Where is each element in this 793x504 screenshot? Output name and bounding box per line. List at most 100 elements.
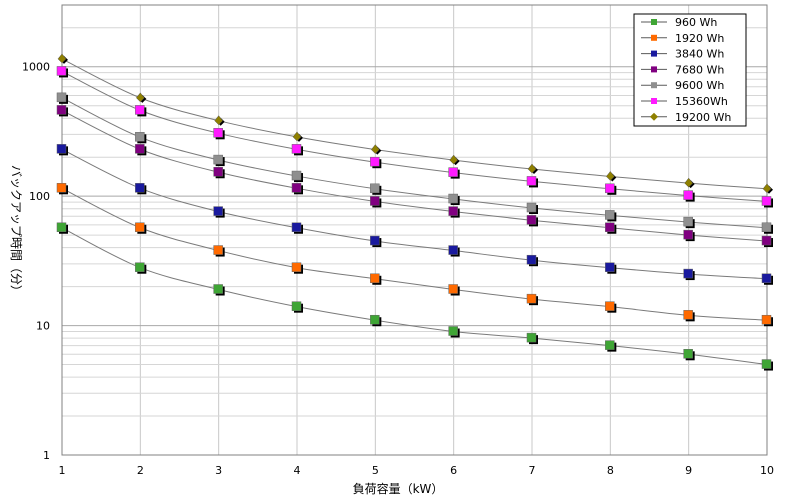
- data-point-series-1: [370, 273, 380, 284]
- data-point-series-4: [135, 132, 145, 142]
- data-point-series-6: [370, 144, 380, 154]
- data-point-series-1: [526, 293, 537, 304]
- y-tick-label: 100: [29, 190, 50, 203]
- x-axis-label: 負荷容量（kW）: [353, 481, 444, 496]
- data-point-series-0: [56, 222, 67, 233]
- legend-marker: [651, 66, 657, 73]
- legend-label: 1920 Wh: [675, 32, 724, 45]
- data-point-series-3: [291, 183, 302, 193]
- data-point-series-5: [213, 128, 223, 138]
- data-point-series-1: [213, 245, 223, 255]
- y-axis-label: バックアップ時間（分）: [9, 165, 23, 297]
- x-tick-label: 4: [294, 464, 301, 477]
- data-point-series-2: [56, 144, 67, 154]
- curve-layer: [61, 58, 768, 366]
- legend-marker: [651, 34, 657, 41]
- tick-layer: 1 2 3 4 5 6 7 8 9 10 1 10 100 1000: [22, 61, 774, 477]
- data-point-series-6: [57, 53, 67, 64]
- legend-marker: [651, 50, 657, 57]
- data-point-series-5: [370, 156, 380, 167]
- data-point-series-3: [526, 215, 537, 225]
- data-point-series-4: [605, 210, 615, 220]
- data-point-series-3: [370, 196, 380, 206]
- x-tick-label: 5: [372, 464, 379, 477]
- data-point-series-4: [370, 183, 380, 194]
- x-tick-label: 3: [215, 464, 222, 477]
- data-point-series-6: [684, 177, 694, 188]
- data-point-series-5: [448, 167, 458, 177]
- x-tick-label: 2: [137, 464, 144, 477]
- data-point-series-5: [761, 196, 772, 206]
- data-point-series-1: [683, 310, 693, 320]
- data-point-series-2: [370, 235, 380, 246]
- data-point-series-1: [135, 222, 145, 233]
- data-point-series-1: [605, 301, 615, 311]
- data-point-series-5: [683, 190, 693, 200]
- data-point-series-3: [683, 229, 693, 240]
- data-point-series-5: [291, 144, 302, 154]
- data-point-series-4: [213, 154, 223, 165]
- data-point-series-0: [370, 314, 380, 325]
- y-tick-label: 1: [43, 449, 50, 462]
- data-point-series-2: [761, 273, 772, 284]
- data-point-series-6: [135, 92, 145, 103]
- data-point-series-3: [448, 206, 458, 216]
- series-curve-0: [61, 227, 768, 366]
- data-point-series-6: [214, 115, 224, 126]
- data-point-series-1: [761, 314, 772, 325]
- data-point-series-0: [683, 349, 693, 359]
- y-tick-label: 10: [36, 320, 50, 333]
- x-tick-label: 8: [607, 464, 614, 477]
- x-tick-label: 10: [760, 464, 774, 477]
- data-point-series-2: [448, 245, 458, 255]
- data-point-series-4: [291, 170, 302, 181]
- series-curve-5: [61, 70, 768, 202]
- data-point-series-1: [448, 284, 458, 294]
- legend-marker: [650, 112, 658, 121]
- legend-label: 15360Wh: [675, 95, 728, 108]
- series-curve-2: [61, 148, 768, 280]
- data-point-series-4: [526, 202, 537, 213]
- data-point-series-0: [526, 332, 537, 343]
- x-tick-label: 6: [450, 464, 457, 477]
- data-point-series-0: [213, 284, 223, 294]
- data-point-series-5: [135, 105, 145, 115]
- data-point-series-0: [291, 301, 302, 311]
- legend-label: 9600 Wh: [675, 79, 724, 92]
- marker-layer: [56, 53, 773, 371]
- data-point-series-1: [291, 262, 302, 272]
- data-point-series-5: [605, 183, 615, 194]
- legend-marker: [651, 82, 657, 89]
- legend: 960 Wh 1920 Wh 3840 Wh 7680 Wh 9600 Wh 15360W…: [633, 13, 747, 127]
- legend-label: 19200 Wh: [675, 111, 731, 124]
- data-point-series-3: [605, 222, 615, 233]
- data-point-series-3: [56, 105, 67, 115]
- series-curve-6: [61, 58, 768, 190]
- data-point-series-5: [526, 176, 537, 186]
- data-point-series-2: [683, 268, 693, 279]
- data-point-series-6: [292, 131, 302, 142]
- data-point-series-0: [448, 326, 458, 336]
- data-point-series-0: [761, 359, 772, 369]
- series-curve-3: [61, 109, 768, 242]
- data-point-series-2: [213, 206, 223, 216]
- data-point-series-4: [56, 92, 67, 103]
- series-curve-1: [61, 187, 768, 321]
- data-point-series-6: [527, 163, 537, 174]
- x-tick-label: 1: [59, 464, 66, 477]
- data-point-series-0: [605, 340, 615, 350]
- data-point-series-2: [526, 254, 537, 265]
- y-tick-label: 1000: [22, 61, 50, 74]
- data-point-series-6: [449, 154, 459, 165]
- legend-marker: [651, 19, 657, 25]
- legend-label: 960 Wh: [675, 16, 717, 29]
- data-point-series-2: [605, 262, 615, 272]
- data-point-series-5: [56, 66, 67, 76]
- data-point-series-3: [135, 144, 145, 154]
- data-point-series-1: [56, 183, 67, 193]
- data-point-series-4: [448, 193, 458, 204]
- data-point-series-6: [605, 171, 615, 181]
- data-point-series-0: [135, 262, 145, 272]
